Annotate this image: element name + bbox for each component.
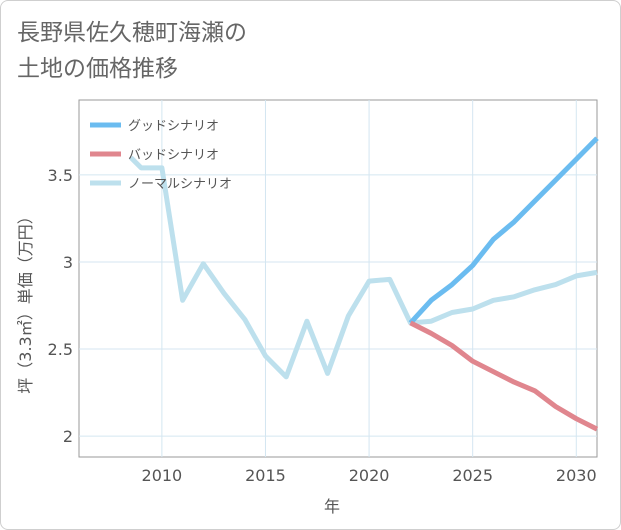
- x-tick-label: 2020: [349, 466, 390, 485]
- legend-label: ノーマルシナリオ: [128, 177, 232, 192]
- series-line-2: [129, 155, 598, 380]
- series-layer: [129, 136, 599, 432]
- x-tick-label: 2010: [142, 466, 183, 485]
- series-line-1: [409, 320, 599, 432]
- x-tick-labels: 2010 2015 2020 2025 2030: [142, 466, 597, 485]
- legend-label: バッドシナリオ: [128, 148, 219, 163]
- y-axis-label: 坪（3.3㎡）単価（万円）: [16, 208, 35, 393]
- legend-label: グッドシナリオ: [128, 119, 219, 134]
- plot-area: [78, 99, 598, 458]
- y-tick-label: 3: [63, 253, 73, 272]
- x-tick-label: 2025: [452, 466, 493, 485]
- x-tick-label: 2015: [245, 466, 286, 485]
- y-tick-label: 2.5: [48, 340, 73, 359]
- y-tick-labels: 2 2.5 3 3.5: [48, 166, 73, 446]
- chart-title-line2: 土地の価格推移: [17, 56, 178, 82]
- chart-title-line1: 長野県佐久穂町海瀬の: [17, 20, 247, 46]
- y-tick-label: 2: [63, 427, 73, 446]
- y-tick-label: 3.5: [48, 166, 73, 185]
- x-tick-label: 2030: [556, 466, 597, 485]
- x-axis-label: 年: [324, 497, 340, 516]
- series-line-0: [408, 136, 599, 325]
- chart-title: 長野県佐久穂町海瀬の 土地の価格推移: [17, 15, 247, 87]
